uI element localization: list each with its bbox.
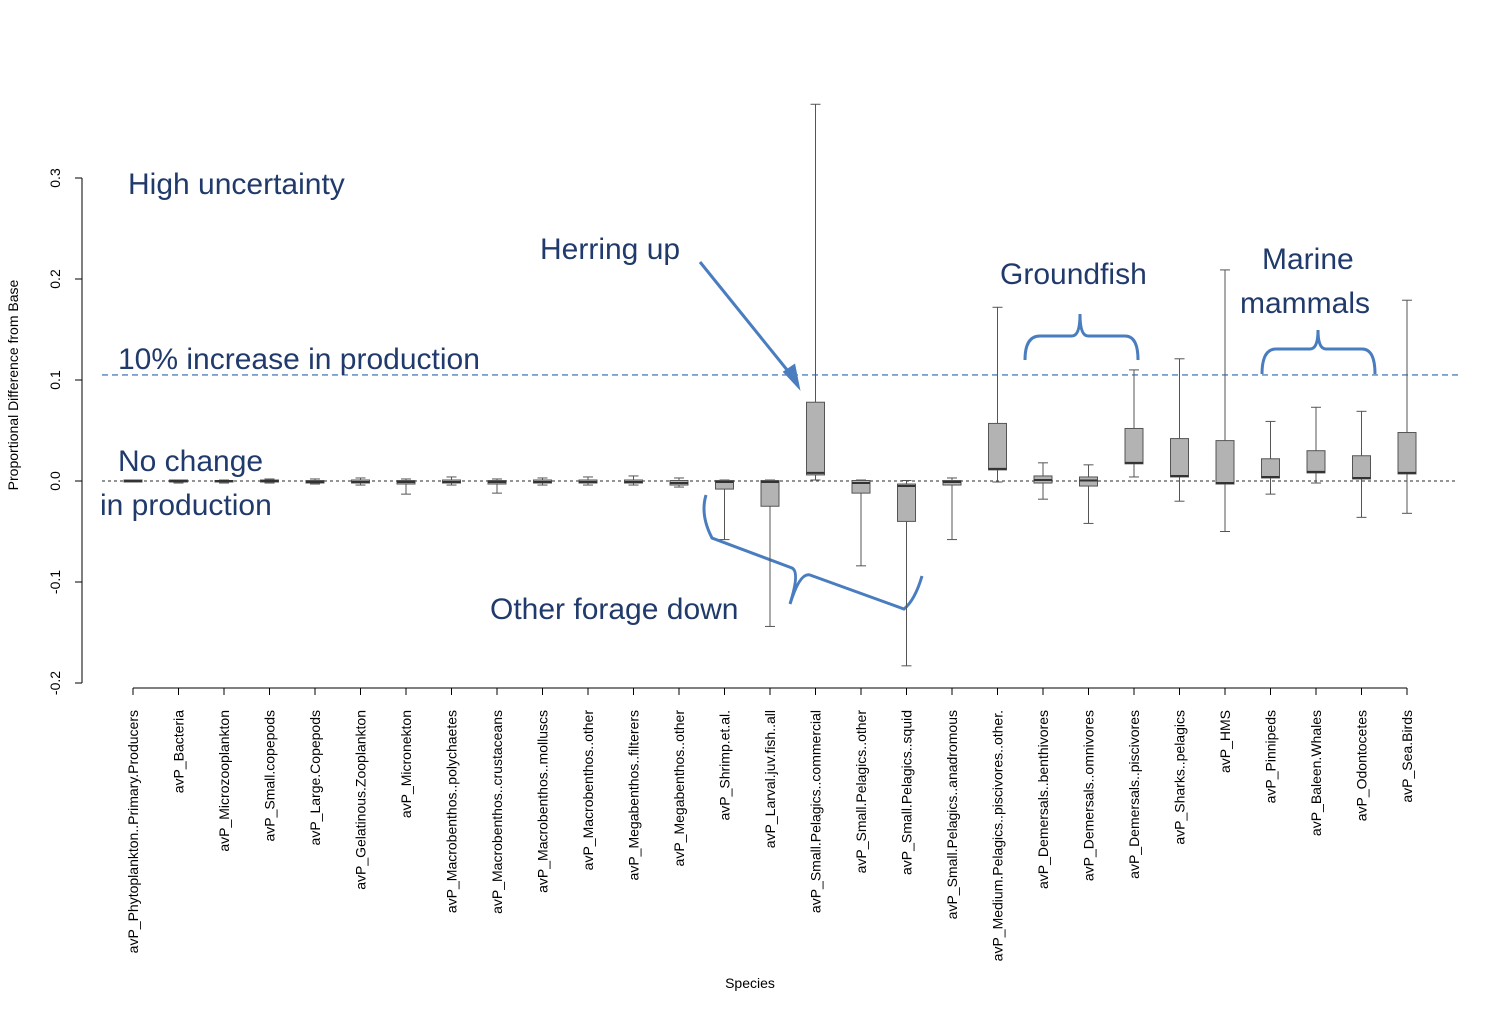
x-tick-label: avP_Megabenthos..other (671, 710, 687, 867)
box (1306, 450, 1326, 474)
x-tick-label: avP_Macrobenthos..polychaetes (444, 710, 460, 913)
x-tick-label: avP_HMS (1217, 710, 1233, 773)
annotation: mammals (1240, 287, 1370, 320)
x-tick-label: avP_Sea.Birds (1399, 710, 1415, 803)
x-tick-label: avP_Micronekton (398, 710, 414, 818)
box (1352, 455, 1371, 480)
x-tick-label: avP_Small.Pelagics..anadromous (944, 710, 960, 919)
x-tick-label: avP_Bacteria (171, 710, 187, 793)
annotation: Marine (1262, 243, 1354, 276)
arrow (698, 261, 794, 377)
y-tick-label: 0.2 (47, 269, 63, 289)
box (1215, 440, 1235, 485)
y-tick-label: 0.1 (47, 370, 63, 390)
y-tick-label: -0.2 (47, 671, 63, 695)
x-axis-label: Species (725, 975, 775, 991)
x-tick-label: avP_Gelatinous.Zooplankton (353, 710, 369, 890)
annotation-shapes (698, 261, 1377, 611)
box (988, 422, 1007, 471)
x-tick-label: avP_Small.Pelagics..squid (899, 710, 915, 875)
y-tick-label: 0.0 (47, 471, 63, 491)
x-tick-label: avP_Sharks..pelagics (1172, 710, 1188, 845)
y-tick-label: -0.1 (47, 570, 63, 594)
annotation: 10% increase in production (118, 343, 480, 376)
x-tick-label: avP_Pinnipeds (1263, 710, 1279, 803)
x-tick-label: avP_Demersals..piscivores (1126, 710, 1142, 879)
x-tick-label: avP_Medium.Pelagics..piscivores..other. (990, 710, 1006, 961)
arrow-head (782, 363, 801, 391)
y-tick-label: 0.3 (47, 168, 63, 188)
annotation: High uncertainty (128, 168, 345, 201)
x-tick-label: avP_Macrobenthos..molluscs (535, 710, 551, 893)
box (1079, 476, 1098, 487)
x-tick-label: avP_Phytoplankton..Primary.Producers (125, 710, 141, 953)
y-axis-label: Proportional Difference from Base (5, 279, 21, 490)
x-tick-label: avP_Shrimp.et.al. (717, 710, 733, 821)
box (1124, 427, 1144, 465)
box (806, 401, 825, 476)
mammals-brace (1260, 329, 1377, 375)
forage-brace (702, 494, 924, 611)
annotation: in production (100, 489, 272, 522)
annotation: Herring up (540, 233, 680, 266)
box (897, 483, 916, 522)
x-tick-label: avP_Larval.juv.fish..all (762, 710, 778, 848)
x-tick-label: avP_Small.Pelagics..other (853, 710, 869, 874)
x-tick-label: avP_Macrobenthos..crustaceans (489, 710, 505, 914)
box (1261, 458, 1280, 479)
box (1170, 438, 1189, 478)
x-tick-label: avP_Small.Pelagics..commercial (808, 710, 824, 913)
box (1397, 432, 1417, 475)
x-tick-label: avP_Large.Copepods (307, 710, 323, 845)
x-tick-label: avP_Macrobenthos..other (580, 710, 596, 871)
box (715, 479, 734, 490)
box (760, 479, 780, 507)
x-tick-label: avP_Odontocetes (1354, 710, 1370, 821)
x-tick-label: avP_Baleen.Whales (1308, 710, 1324, 836)
groundfish-brace (1023, 313, 1140, 361)
x-tick-label: avP_Demersals..omnivores (1081, 710, 1097, 881)
annotation: Other forage down (490, 593, 738, 626)
annotation: Groundfish (1000, 258, 1147, 291)
x-tick-label: avP_Microzooplankton (216, 710, 232, 852)
x-tick-label: avP_Small.copepods (262, 710, 278, 842)
x-tick-label: avP_Megabenthos..filterers (626, 710, 642, 880)
x-tick-label: avP_Demersals..benthivores (1035, 710, 1051, 889)
annotation: No change (118, 445, 263, 478)
